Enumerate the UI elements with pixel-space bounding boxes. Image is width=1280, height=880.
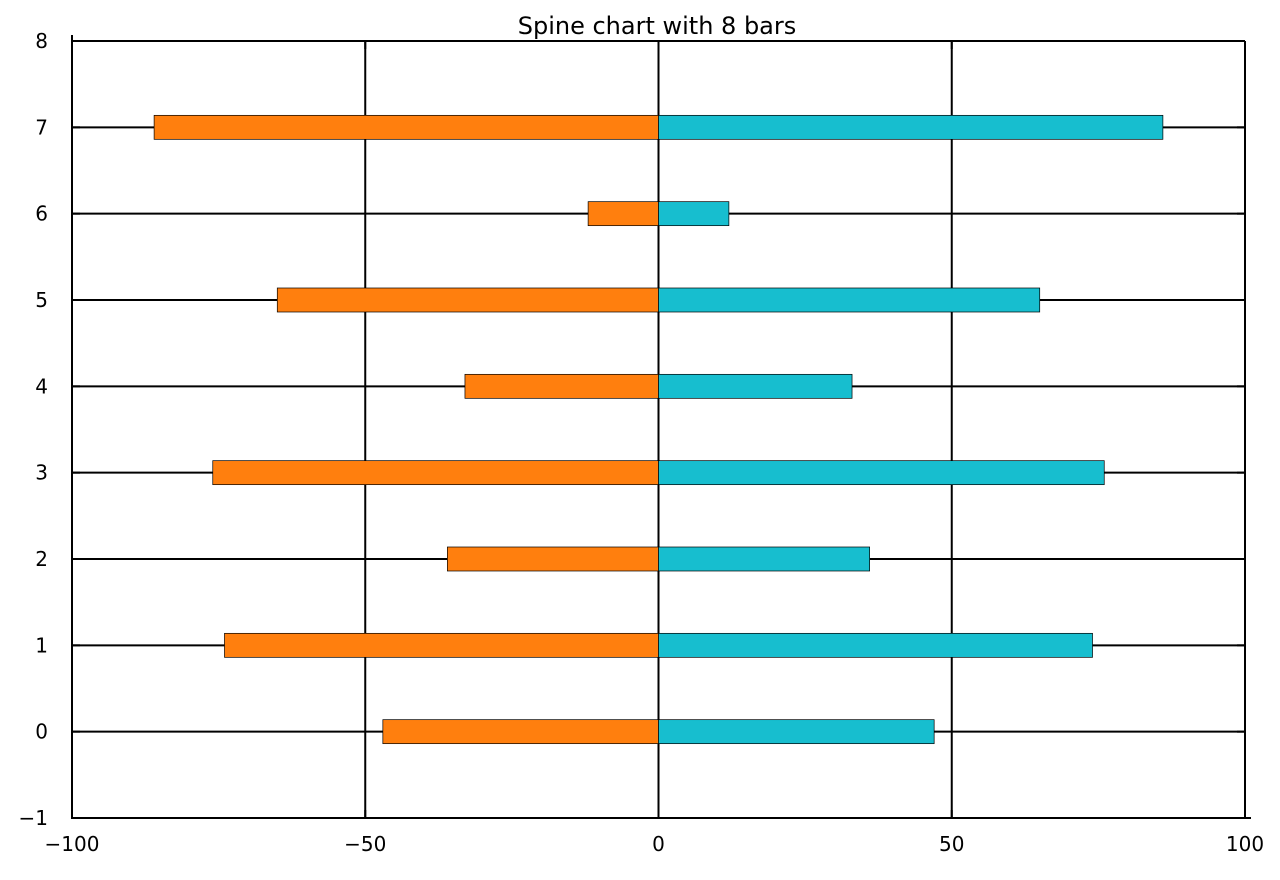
y-tick-label: 5: [35, 288, 48, 312]
bar-left: [587, 201, 659, 227]
bar-right: [658, 373, 853, 399]
x-tick-label: −50: [344, 832, 386, 856]
bar-right: [658, 546, 870, 572]
bar-right: [658, 460, 1105, 486]
x-tick-label: −100: [45, 832, 100, 856]
bar-left: [224, 632, 659, 658]
axis-layer: [71, 35, 1251, 819]
bar-left: [447, 546, 659, 572]
grid-layer: [71, 40, 1246, 819]
y-tick-label: 3: [35, 461, 48, 485]
bar-left: [464, 373, 659, 399]
chart-title: Spine chart with 8 bars: [518, 12, 797, 40]
y-tick-label: −1: [19, 806, 48, 830]
y-tick-label: 2: [35, 547, 48, 571]
y-tick-label: 8: [35, 29, 48, 53]
bar-right: [658, 632, 1093, 658]
x-tick-label: 50: [939, 832, 964, 856]
bar-left: [276, 287, 659, 313]
bar-right: [658, 114, 1164, 140]
label-layer: −100 −50 0 50 100 −1 0 1 2 3 4 5 6 7 8: [19, 29, 1265, 856]
bar-right: [658, 719, 935, 745]
bar-right: [658, 287, 1041, 313]
bar-left: [382, 719, 659, 745]
bar-left: [212, 460, 659, 486]
bar-layer: [153, 114, 1164, 745]
y-tick-label: 0: [35, 720, 48, 744]
bar-right: [658, 201, 730, 227]
bar-left: [153, 114, 659, 140]
x-tick-label: 100: [1226, 832, 1264, 856]
y-tick-label: 7: [35, 115, 48, 139]
y-tick-label: 1: [35, 633, 48, 657]
y-tick-label: 6: [35, 202, 48, 226]
y-tick-label: 4: [35, 374, 48, 398]
x-tick-label: 0: [652, 832, 665, 856]
